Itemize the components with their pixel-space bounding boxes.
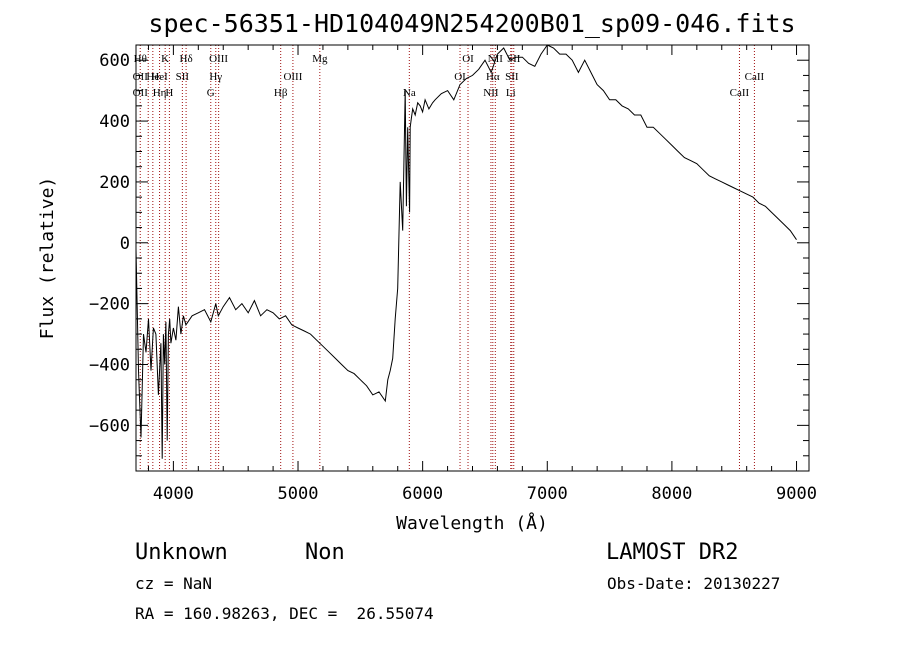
line-label: SII bbox=[505, 71, 519, 83]
spectral-line-labels: HθOIIOIIHeHeIHηKHSIIHδGHγOIIIHβOIIIMgNaO… bbox=[133, 53, 765, 99]
y-axis-label: Flux (relative) bbox=[37, 177, 58, 340]
y-tick-label: 200 bbox=[99, 173, 130, 193]
x-tick-label: 8000 bbox=[651, 484, 692, 504]
y-tick-label: 0 bbox=[120, 234, 130, 254]
line-label: NII bbox=[488, 53, 504, 65]
line-label: OII bbox=[133, 87, 149, 99]
line-label: SII bbox=[507, 53, 521, 65]
line-label: CaII bbox=[730, 87, 750, 99]
y-tick-label: 400 bbox=[99, 112, 130, 132]
x-tick-label: 6000 bbox=[402, 484, 443, 504]
spectral-line-markers bbox=[139, 45, 755, 471]
line-label: HeI bbox=[151, 71, 168, 83]
obs-date: Obs-Date: 20130227 bbox=[607, 574, 780, 593]
line-label: Mg bbox=[312, 53, 328, 65]
line-label: Hβ bbox=[274, 87, 288, 99]
coordinates: RA = 160.98263, DEC = 26.55074 bbox=[135, 604, 434, 623]
y-axis-ticks: −600 −400 −200 0 200 400 600 bbox=[89, 44, 809, 457]
line-label: Hα bbox=[486, 71, 500, 83]
line-label: Li bbox=[506, 87, 516, 99]
line-label: OII bbox=[133, 71, 149, 83]
x-tick-label: 9000 bbox=[776, 484, 817, 504]
line-label: Hθ bbox=[134, 53, 147, 65]
line-label: OI bbox=[462, 53, 474, 65]
x-axis-ticks: 4000 5000 6000 7000 8000 9000 bbox=[147, 45, 817, 504]
line-label: OI bbox=[454, 71, 466, 83]
y-tick-label: −200 bbox=[89, 295, 130, 315]
plot-frame bbox=[135, 44, 810, 472]
x-tick-label: 5000 bbox=[278, 484, 319, 504]
line-label: G bbox=[207, 87, 215, 99]
y-tick-label: −400 bbox=[89, 356, 130, 376]
object-class: Unknown bbox=[135, 540, 228, 565]
line-label: OIII bbox=[283, 71, 302, 83]
y-tick-label: 600 bbox=[99, 51, 130, 71]
line-label: Hδ bbox=[180, 53, 193, 65]
x-axis-label: Wavelength (Å) bbox=[396, 512, 548, 534]
line-label: K bbox=[161, 53, 169, 65]
line-label: He bbox=[146, 71, 159, 83]
line-label: CaII bbox=[745, 71, 765, 83]
line-label: OIII bbox=[209, 53, 228, 65]
x-tick-label: 4000 bbox=[153, 484, 194, 504]
redshift-cz: cz = NaN bbox=[135, 574, 212, 593]
line-label: NII bbox=[483, 87, 499, 99]
line-label: Hγ bbox=[209, 71, 222, 83]
chart-title: spec-56351-HD104049N254200B01_sp09-046.f… bbox=[148, 9, 795, 38]
survey-name: LAMOST DR2 bbox=[606, 540, 738, 565]
line-label: H bbox=[165, 87, 173, 99]
object-subclass: Non bbox=[305, 540, 345, 565]
line-label: SII bbox=[176, 71, 190, 83]
spectrum-line bbox=[135, 44, 797, 459]
x-tick-label: 7000 bbox=[527, 484, 568, 504]
line-label: Na bbox=[403, 87, 416, 99]
line-label: Hη bbox=[153, 87, 167, 99]
y-tick-label: −600 bbox=[89, 416, 130, 436]
plot-area: 4000 5000 6000 7000 8000 9000 −600 −400 −200 0 20… bbox=[89, 44, 817, 504]
